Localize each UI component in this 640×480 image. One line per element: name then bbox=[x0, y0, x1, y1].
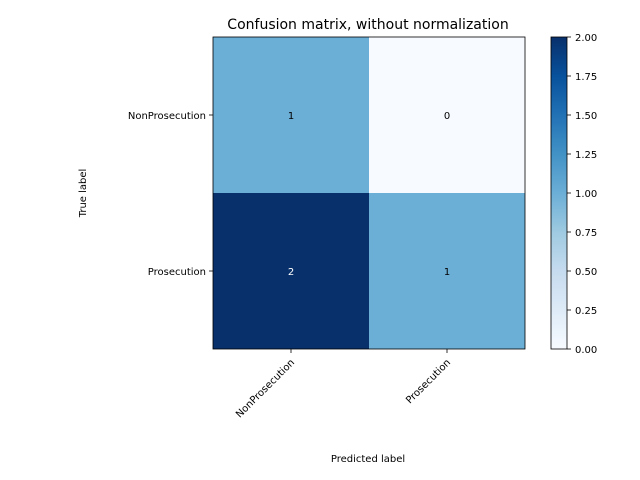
y-tick-label: NonProsecution bbox=[128, 111, 206, 122]
chart-title: Confusion matrix, without normalization bbox=[227, 17, 508, 33]
colorbar-tick-label: 1.50 bbox=[575, 111, 597, 122]
x-axis-ticks: NonProsecution Prosecution bbox=[234, 349, 453, 420]
cell-value-label: 2 bbox=[288, 267, 294, 278]
x-tick-label: NonProsecution bbox=[234, 357, 297, 420]
heatmap-cells bbox=[213, 37, 525, 349]
colorbar-tick-label: 1.00 bbox=[575, 189, 597, 200]
heatmap-cell bbox=[213, 193, 369, 349]
colorbar-tick-label: 0.75 bbox=[575, 228, 597, 239]
colorbar-tick-label: 0.50 bbox=[575, 267, 597, 278]
heatmap-cell-labels: 1 0 2 1 bbox=[288, 111, 450, 278]
colorbar-tick-label: 0.25 bbox=[575, 306, 597, 317]
plot-frame bbox=[212, 36, 526, 350]
heatmap-cell bbox=[369, 193, 525, 349]
colorbar-tick-label: 1.25 bbox=[575, 150, 597, 161]
cell-value-label: 0 bbox=[444, 111, 450, 122]
y-tick-label: Prosecution bbox=[148, 267, 206, 278]
heatmap-cell bbox=[369, 37, 525, 193]
colorbar-tick-label: 0.00 bbox=[575, 345, 597, 356]
colorbar-tick-label: 2.00 bbox=[575, 33, 597, 44]
y-axis-label: True label bbox=[78, 169, 89, 219]
cell-value-label: 1 bbox=[288, 111, 294, 122]
cell-value-label: 1 bbox=[444, 267, 450, 278]
colorbar-tick-label: 1.75 bbox=[575, 72, 597, 83]
x-tick-label: Prosecution bbox=[404, 357, 453, 406]
y-axis-ticks: NonProsecution Prosecution bbox=[128, 111, 213, 278]
colorbar-ticks: 0.00 0.25 0.50 0.75 1.00 1.25 1.50 1.75 2.00 bbox=[567, 33, 597, 356]
colorbar bbox=[550, 36, 568, 350]
heatmap-cell bbox=[213, 37, 369, 193]
x-axis-label: Predicted label bbox=[331, 454, 405, 465]
